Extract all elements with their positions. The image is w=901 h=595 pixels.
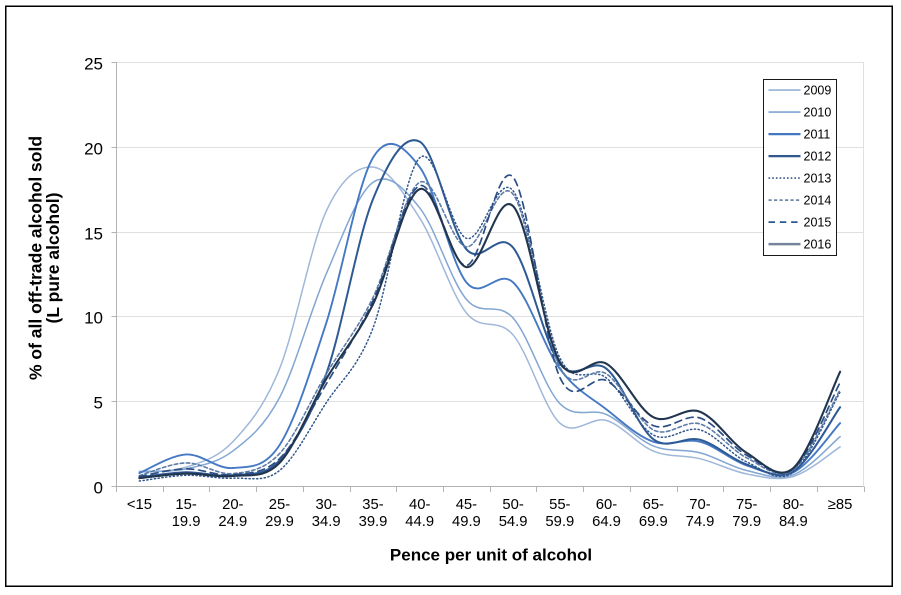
svg-text:≥85: ≥85	[828, 497, 853, 513]
svg-text:19.9: 19.9	[172, 514, 201, 530]
svg-text:2010: 2010	[804, 106, 832, 120]
svg-text:39.9: 39.9	[359, 514, 388, 530]
svg-text:2009: 2009	[804, 84, 832, 98]
svg-text:40-: 40-	[409, 497, 430, 513]
svg-text:2013: 2013	[804, 172, 832, 186]
svg-text:45-: 45-	[456, 497, 477, 513]
svg-text:29.9: 29.9	[265, 514, 294, 530]
svg-text:2014: 2014	[804, 194, 832, 208]
svg-text:% of all off-trade alcohol sol: % of all off-trade alcohol sold	[26, 136, 46, 380]
svg-text:75-: 75-	[736, 497, 757, 513]
svg-text:2015: 2015	[804, 216, 832, 230]
svg-text:10: 10	[84, 308, 103, 327]
svg-text:50-: 50-	[502, 497, 523, 513]
svg-text:2011: 2011	[804, 128, 831, 142]
svg-text:2012: 2012	[804, 150, 832, 164]
svg-text:25: 25	[84, 54, 103, 73]
svg-text:65-: 65-	[643, 497, 664, 513]
svg-text:80-: 80-	[783, 497, 804, 513]
svg-text:24.9: 24.9	[218, 514, 247, 530]
svg-text:20-: 20-	[222, 497, 243, 513]
svg-text:15-: 15-	[175, 497, 196, 513]
svg-text:30-: 30-	[316, 497, 337, 513]
svg-text:49.9: 49.9	[452, 514, 481, 530]
svg-text:79.9: 79.9	[732, 514, 761, 530]
svg-text:20: 20	[84, 139, 103, 158]
svg-text:35-: 35-	[362, 497, 383, 513]
svg-text:2016: 2016	[804, 238, 832, 252]
svg-text:60-: 60-	[596, 497, 617, 513]
svg-text:(L pure alcohol): (L pure alcohol)	[43, 193, 63, 324]
svg-text:84.9: 84.9	[779, 514, 808, 530]
svg-text:5: 5	[94, 393, 103, 412]
svg-text:70-: 70-	[689, 497, 710, 513]
svg-text:15: 15	[84, 224, 103, 243]
svg-text:69.9: 69.9	[639, 514, 668, 530]
svg-text:Pence per unit of alcohol: Pence per unit of alcohol	[390, 546, 592, 565]
svg-text:34.9: 34.9	[312, 514, 341, 530]
svg-text:55-: 55-	[549, 497, 570, 513]
svg-text:74.9: 74.9	[686, 514, 715, 530]
svg-text:25-: 25-	[269, 497, 290, 513]
svg-text:54.9: 54.9	[499, 514, 528, 530]
svg-text:44.9: 44.9	[405, 514, 434, 530]
svg-text:59.9: 59.9	[545, 514, 574, 530]
svg-text:<15: <15	[127, 497, 152, 513]
svg-text:0: 0	[94, 478, 103, 497]
svg-text:64.9: 64.9	[592, 514, 621, 530]
